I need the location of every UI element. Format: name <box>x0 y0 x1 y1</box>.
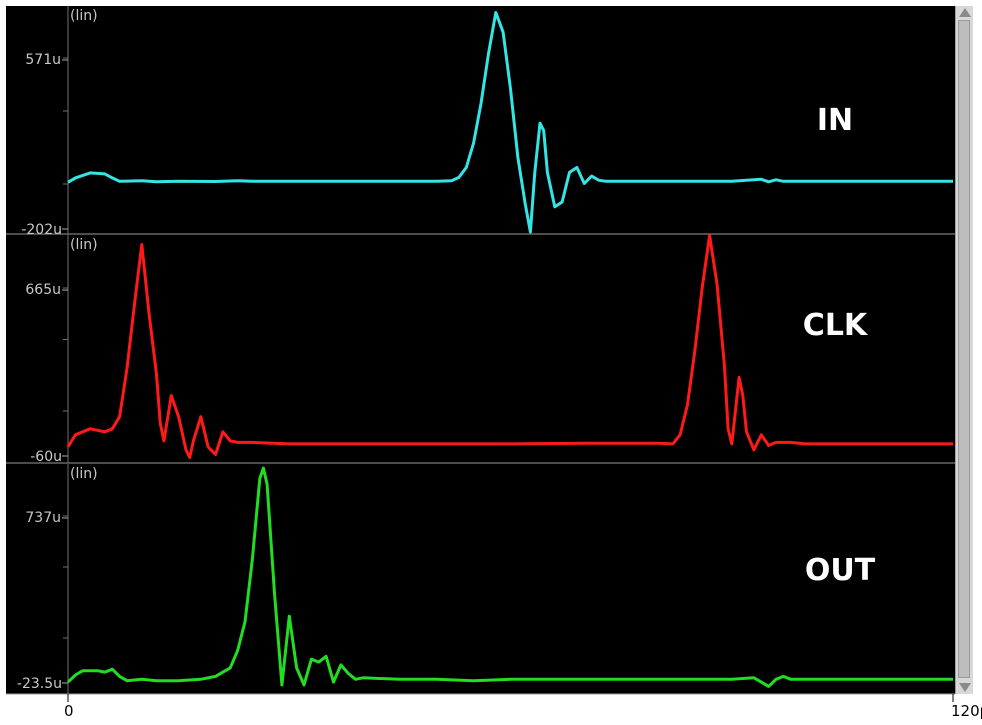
scale-label: (lin) <box>70 8 98 24</box>
x-tick-label: 120p <box>951 702 982 720</box>
panel-clk: (lin) 665u -60u CLK <box>6 234 955 465</box>
scroll-down-arrow-icon[interactable] <box>959 683 971 692</box>
x-tick-label: 0 <box>64 702 74 720</box>
scroll-up-arrow-icon[interactable] <box>959 8 971 17</box>
y-max-label: 571u <box>25 52 61 68</box>
y-min-label: -60u <box>30 449 62 465</box>
y-max-label: 665u <box>25 282 61 298</box>
series-line-out <box>66 466 953 688</box>
y-min-label: -202u <box>21 222 62 238</box>
signal-label-clk: CLK <box>803 308 869 343</box>
series-line-in <box>67 11 953 234</box>
y-min-label: -23.5u <box>17 676 62 692</box>
x-axis: 0 120p <box>64 694 982 720</box>
signal-label-out: OUT <box>805 553 876 588</box>
panel-in: (lin) 571u -202u IN <box>6 6 955 238</box>
vertical-scrollbar[interactable] <box>955 6 973 694</box>
scale-label: (lin) <box>70 237 98 253</box>
scale-label: (lin) <box>70 466 98 482</box>
scroll-thumb[interactable] <box>958 20 970 678</box>
series-line-clk <box>66 234 953 459</box>
plot-background <box>6 6 955 694</box>
panel-out: (lin) 737u -23.5u OUT <box>6 464 955 695</box>
y-max-label: 737u <box>25 510 61 526</box>
signal-label-in: IN <box>817 103 853 138</box>
